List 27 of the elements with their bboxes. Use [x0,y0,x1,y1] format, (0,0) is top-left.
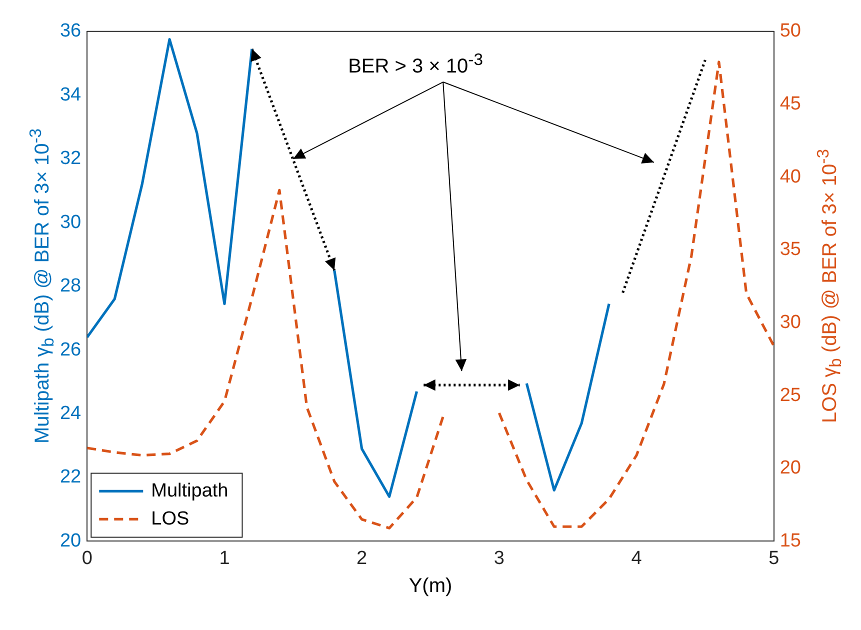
y-tick-label: 28 [60,276,82,297]
x-tick-label: 2 [356,548,368,569]
y2-tick-label: 50 [780,20,802,42]
y2-tick-label: 45 [780,93,802,114]
y2-tick-label: 40 [780,166,802,188]
y-tick-label: 22 [60,466,82,488]
y-tick-label: 26 [60,339,82,360]
annotation: BER > 3 × 10$^{-3}$ [348,50,483,79]
y-tick-label: 36 [60,20,82,42]
x-axis-title: Y(m) [408,575,452,598]
x-tick-label: 3 [494,548,504,569]
legend-label: LOS [151,508,190,530]
y-tick-label: 34 [60,84,82,106]
x-tick-label: 1 [219,548,230,569]
y2-tick-label: 15 [780,530,802,552]
y-tick-label: 30 [60,212,82,233]
y2-tick-label: 35 [780,239,802,260]
y2-tick-label: 25 [780,384,802,406]
y-tick-label: 20 [60,530,82,552]
x-tick-label: 5 [768,548,780,569]
x-tick-label: 4 [631,548,642,569]
y-tick-label: 24 [60,402,82,424]
y2-tick-label: 30 [780,312,802,333]
y-tick-label: 32 [60,148,82,170]
y2-tick-label: 20 [780,458,802,479]
x-tick-label: 0 [82,548,92,569]
legend-label: Multipath [151,480,228,502]
